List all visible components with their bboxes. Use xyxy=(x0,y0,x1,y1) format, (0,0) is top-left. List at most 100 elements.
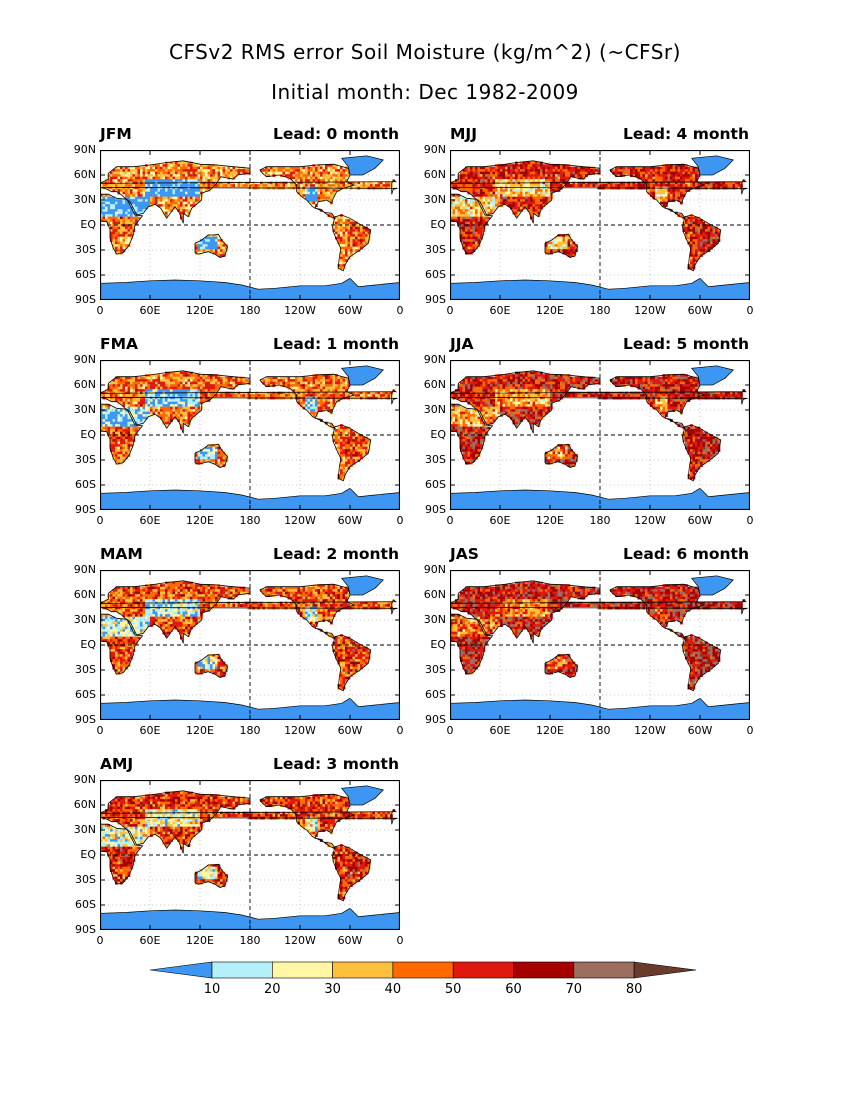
lat-tick-label: EQ xyxy=(430,428,446,441)
lon-tick-label: 180 xyxy=(239,934,261,947)
lat-tick-label: 60S xyxy=(75,688,96,701)
colorbar-tick-label: 60 xyxy=(505,982,522,997)
panel-lead-label: Lead: 2 month xyxy=(273,545,399,563)
lon-tick-label: 180 xyxy=(589,514,611,527)
lon-tick-label: 60W xyxy=(337,934,363,947)
lon-tick-label: 120W xyxy=(284,514,316,527)
lon-tick-label: 0 xyxy=(746,724,754,737)
lon-tick-label: 180 xyxy=(239,724,261,737)
lon-tick-label: 60W xyxy=(337,304,363,317)
lat-tick-label: 30N xyxy=(73,403,96,416)
lon-tick-label: 120E xyxy=(186,934,214,947)
axis-ticks xyxy=(100,570,400,720)
axis-ticks xyxy=(100,150,400,300)
coastlines xyxy=(450,160,748,272)
lon-tick-label: 60E xyxy=(139,514,161,527)
antarctica xyxy=(100,907,400,930)
lat-tick-label: 60N xyxy=(423,168,446,181)
lon-tick-label: 120W xyxy=(634,724,666,737)
gridlines xyxy=(100,780,400,930)
lat-tick-label: 90S xyxy=(75,713,96,726)
lat-tick-label: 90S xyxy=(75,923,96,936)
panel-lead-label: Lead: 3 month xyxy=(273,755,399,773)
lon-tick-label: 60W xyxy=(687,724,713,737)
gridlines xyxy=(100,360,400,510)
map-panel-jja: JJA Lead: 5 month 90N 60N 30N EQ 30S 60S 90S 0 60E… xyxy=(424,335,754,527)
rmse-field xyxy=(450,581,746,690)
lon-tick-label: 120E xyxy=(186,304,214,317)
lat-tick-label: 30N xyxy=(73,823,96,836)
greenland xyxy=(691,155,734,176)
colorbar-tick-label: 50 xyxy=(444,982,462,997)
panel-season-label: FMA xyxy=(100,335,139,353)
colorbar-tick-label: 40 xyxy=(384,982,402,997)
lon-tick-label: 60W xyxy=(687,304,713,317)
lon-tick-label: 0 xyxy=(746,304,754,317)
map-panel-mjj: MJJ Lead: 4 month 90N 60N 30N EQ 30S 60S 90S 0 60E… xyxy=(424,125,754,317)
greenland xyxy=(341,365,384,386)
map-panel-mam: MAM Lead: 2 month 90N 60N 30N EQ 30S 60S 90S 0 60E… xyxy=(74,545,404,737)
lat-tick-label: 60N xyxy=(423,378,446,391)
greenland xyxy=(341,785,384,806)
lat-tick-label: 30S xyxy=(425,243,446,256)
map-panel-fma: FMA Lead: 1 month 90N 60N 30N EQ 30S 60S 90S 0 60E… xyxy=(74,335,404,527)
lon-tick-label: 0 xyxy=(446,304,454,317)
lon-tick-label: 60W xyxy=(687,514,713,527)
lat-tick-label: EQ xyxy=(80,218,96,231)
lat-tick-label: 90S xyxy=(75,293,96,306)
greenland xyxy=(341,155,384,176)
gridlines xyxy=(100,570,400,720)
lat-tick-label: 90N xyxy=(423,353,446,366)
rmse-field xyxy=(450,371,746,480)
coastlines xyxy=(100,160,398,272)
lon-tick-label: 120E xyxy=(536,304,564,317)
lat-tick-label: 60S xyxy=(75,268,96,281)
antarctica xyxy=(100,487,400,510)
coastlines xyxy=(100,370,398,482)
lat-tick-label: 30N xyxy=(423,193,446,206)
lat-tick-label: EQ xyxy=(80,638,96,651)
lat-tick-label: 30S xyxy=(75,663,96,676)
axis-ticks xyxy=(450,570,750,720)
colorbar-segment xyxy=(452,961,514,979)
lat-tick-label: 60N xyxy=(423,588,446,601)
colorbar-tick-label: 80 xyxy=(625,982,643,997)
lon-tick-label: 120E xyxy=(536,514,564,527)
lat-tick-label: 90N xyxy=(73,773,96,786)
map-panel-amj: AMJ Lead: 3 month 90N 60N 30N EQ 30S 60S 90S 0 60E… xyxy=(74,755,404,947)
gridlines xyxy=(100,150,400,300)
lon-tick-label: 60E xyxy=(139,934,161,947)
lat-tick-label: 30N xyxy=(73,613,96,626)
lat-tick-label: 60N xyxy=(73,378,96,391)
lon-tick-label: 60E xyxy=(489,514,511,527)
lat-tick-label: 90N xyxy=(423,563,446,576)
lon-tick-label: 0 xyxy=(96,514,104,527)
lon-tick-label: 180 xyxy=(239,304,261,317)
colorbar-segment xyxy=(513,961,575,979)
lon-tick-label: 0 xyxy=(396,724,404,737)
lon-tick-label: 120W xyxy=(634,514,666,527)
greenland xyxy=(691,575,734,596)
panel-season-label: MJJ xyxy=(450,125,477,143)
lon-tick-label: 60W xyxy=(337,514,363,527)
lon-tick-label: 120E xyxy=(186,724,214,737)
colorbar-tick-label: 70 xyxy=(565,982,583,997)
colorbar-segment xyxy=(150,961,213,979)
greenland xyxy=(341,575,384,596)
lon-tick-label: 120W xyxy=(634,304,666,317)
lat-tick-label: 90N xyxy=(73,143,96,156)
lon-tick-label: 0 xyxy=(396,514,404,527)
colorbar-segment xyxy=(272,961,333,979)
coastlines xyxy=(450,370,748,482)
lat-tick-label: 30S xyxy=(75,243,96,256)
colorbar-segment xyxy=(392,961,454,979)
lon-tick-label: 60E xyxy=(489,724,511,737)
map-panel-jas: JAS Lead: 6 month 90N 60N 30N EQ 30S 60S 90S 0 60E… xyxy=(424,545,754,737)
colorbar-tick-label: 30 xyxy=(324,982,341,997)
rmse-field xyxy=(450,161,746,270)
lon-tick-label: 180 xyxy=(589,724,611,737)
lon-tick-label: 60W xyxy=(337,724,363,737)
map-panel-jfm: JFM Lead: 0 month 90N 60N 30N EQ 30S 60S 90S 0 60E… xyxy=(74,125,404,317)
lon-tick-label: 0 xyxy=(446,724,454,737)
colorbar-segment xyxy=(573,961,635,979)
